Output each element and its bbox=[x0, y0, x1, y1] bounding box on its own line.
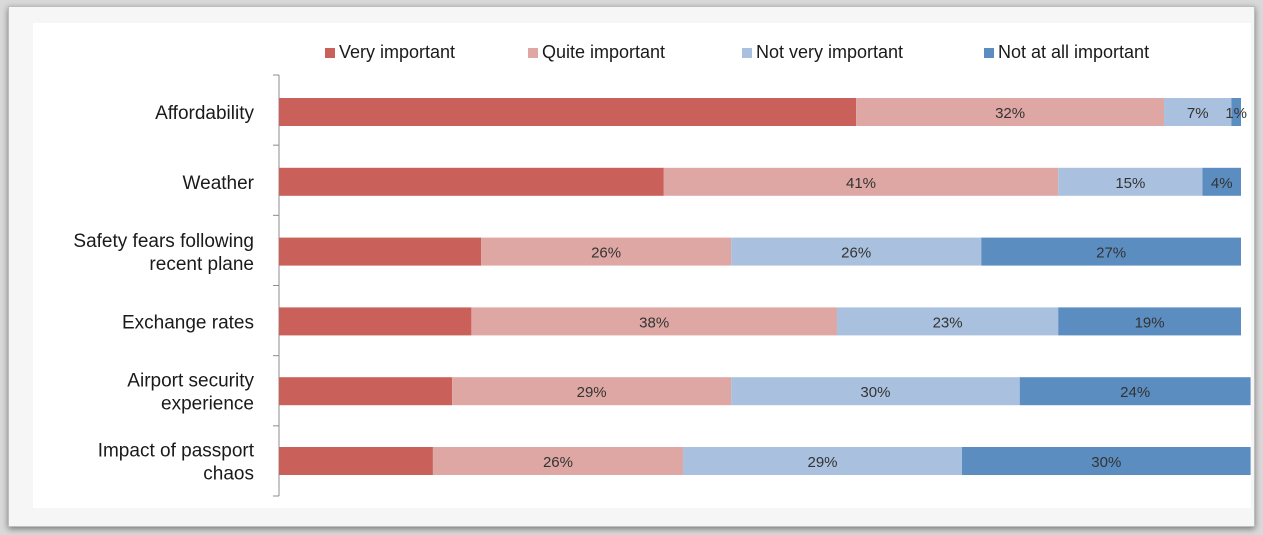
bar-segment bbox=[452, 377, 732, 406]
bar-segment bbox=[279, 167, 664, 196]
data-label: 26% bbox=[543, 454, 573, 471]
bar-segment bbox=[1164, 98, 1232, 126]
bar-segment bbox=[1058, 307, 1241, 336]
bar-segment bbox=[1019, 377, 1251, 406]
category-label: Weather bbox=[183, 173, 255, 194]
chart-frame: Very important Quite important Not very im… bbox=[8, 6, 1255, 527]
data-label: 15% bbox=[1115, 175, 1145, 192]
bar-segment bbox=[279, 237, 482, 266]
data-label: 29% bbox=[808, 454, 838, 471]
bar-segment bbox=[279, 447, 433, 475]
category-label: Affordability bbox=[155, 103, 254, 124]
data-label: 41% bbox=[846, 175, 876, 192]
legend-swatch bbox=[984, 48, 994, 58]
bar-segment bbox=[481, 237, 732, 266]
data-label: 27% bbox=[1096, 245, 1126, 262]
data-label: 7% bbox=[1187, 105, 1209, 122]
data-label: 30% bbox=[1091, 454, 1121, 471]
legend-label: Not at all important bbox=[998, 42, 1149, 62]
bar-segment bbox=[279, 307, 472, 336]
legend-label: Quite important bbox=[542, 42, 665, 62]
legend-swatch bbox=[528, 48, 538, 58]
bar-segment bbox=[731, 237, 982, 266]
data-label: 26% bbox=[841, 245, 871, 262]
data-label: 23% bbox=[933, 314, 963, 331]
data-label: 24% bbox=[1120, 384, 1150, 401]
bar-segment bbox=[962, 447, 1251, 475]
data-label: 30% bbox=[860, 384, 890, 401]
bar-segment bbox=[731, 377, 1020, 406]
bar-segment bbox=[683, 447, 963, 475]
stacked-bar-chart: Very important Quite important Not very im… bbox=[73, 42, 1251, 497]
bar-segment bbox=[981, 237, 1241, 266]
data-label: 26% bbox=[591, 245, 621, 262]
bar-segment bbox=[1058, 167, 1203, 196]
category-label: recent plane bbox=[149, 254, 254, 275]
legend-label: Not very important bbox=[756, 42, 903, 62]
category-label: Airport security bbox=[127, 371, 254, 392]
data-label: 19% bbox=[1135, 314, 1165, 331]
legend-swatch bbox=[325, 48, 335, 58]
bar-segment bbox=[471, 307, 837, 336]
category-label: experience bbox=[161, 394, 254, 415]
bar-segment bbox=[1231, 98, 1241, 126]
data-label: 1% bbox=[1225, 105, 1247, 122]
bar-segment bbox=[836, 307, 1059, 336]
legend-label: Very important bbox=[339, 42, 455, 62]
data-label: 38% bbox=[639, 314, 669, 331]
bar-segment bbox=[1202, 167, 1241, 196]
bar-segment bbox=[279, 377, 453, 406]
category-label: Exchange rates bbox=[122, 312, 254, 333]
category-label: Impact of passport bbox=[98, 441, 255, 462]
data-label: 32% bbox=[995, 105, 1025, 122]
bar-segment bbox=[279, 98, 857, 126]
bar-segment bbox=[663, 167, 1059, 196]
data-label: 29% bbox=[577, 384, 607, 401]
data-label: 4% bbox=[1211, 175, 1233, 192]
bar-segment bbox=[856, 98, 1165, 126]
plot-area: Very important Quite important Not very im… bbox=[33, 23, 1251, 508]
category-label: chaos bbox=[203, 464, 254, 485]
bar-segment bbox=[432, 447, 684, 475]
category-label: Safety fears following bbox=[73, 231, 254, 252]
legend-swatch bbox=[742, 48, 752, 58]
